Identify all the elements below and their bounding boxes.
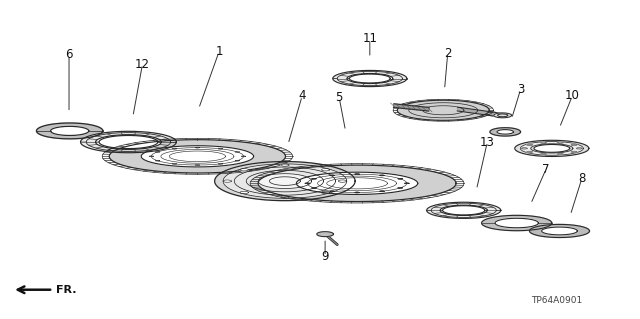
Polygon shape: [141, 146, 253, 167]
Polygon shape: [109, 140, 285, 173]
Polygon shape: [527, 144, 532, 145]
Polygon shape: [339, 180, 347, 182]
Text: 4: 4: [298, 89, 306, 102]
Polygon shape: [240, 191, 248, 194]
Polygon shape: [497, 114, 508, 117]
Polygon shape: [234, 167, 335, 195]
Text: 9: 9: [321, 250, 329, 263]
Polygon shape: [223, 164, 347, 198]
Polygon shape: [258, 174, 312, 189]
Text: 6: 6: [65, 48, 73, 61]
Polygon shape: [541, 227, 577, 235]
Polygon shape: [81, 131, 176, 153]
Polygon shape: [36, 123, 103, 139]
Text: 11: 11: [362, 32, 378, 45]
Polygon shape: [397, 100, 489, 120]
Polygon shape: [497, 130, 513, 134]
Polygon shape: [540, 142, 546, 143]
Polygon shape: [571, 151, 577, 152]
Text: 10: 10: [565, 89, 580, 102]
Polygon shape: [333, 70, 407, 87]
Polygon shape: [281, 164, 289, 166]
Text: FR.: FR.: [56, 285, 77, 295]
Polygon shape: [557, 142, 563, 143]
Polygon shape: [246, 170, 323, 192]
Polygon shape: [527, 151, 532, 152]
Polygon shape: [493, 113, 511, 118]
Polygon shape: [481, 215, 552, 231]
Text: 2: 2: [444, 47, 451, 60]
Polygon shape: [321, 191, 330, 194]
Polygon shape: [240, 168, 248, 171]
Polygon shape: [347, 73, 393, 84]
Polygon shape: [534, 145, 570, 152]
Polygon shape: [281, 196, 289, 198]
Polygon shape: [540, 153, 546, 155]
Text: 3: 3: [517, 83, 524, 96]
Polygon shape: [440, 205, 487, 215]
Polygon shape: [321, 168, 330, 171]
Text: 13: 13: [480, 136, 495, 149]
Polygon shape: [490, 128, 520, 136]
Polygon shape: [223, 180, 232, 182]
Text: 5: 5: [335, 91, 343, 104]
Polygon shape: [515, 140, 589, 157]
Text: 7: 7: [542, 162, 550, 175]
Text: 12: 12: [135, 58, 150, 71]
Polygon shape: [296, 172, 418, 195]
Polygon shape: [95, 135, 161, 149]
Polygon shape: [531, 144, 573, 153]
Polygon shape: [577, 148, 582, 149]
Polygon shape: [317, 232, 333, 237]
Text: 8: 8: [578, 172, 586, 185]
Polygon shape: [269, 177, 300, 185]
Polygon shape: [571, 144, 577, 145]
Polygon shape: [522, 148, 527, 149]
Text: TP64A0901: TP64A0901: [531, 296, 582, 305]
Polygon shape: [214, 161, 355, 201]
Polygon shape: [529, 224, 589, 238]
Text: 1: 1: [215, 45, 223, 58]
Polygon shape: [51, 126, 89, 136]
Polygon shape: [495, 218, 538, 228]
Polygon shape: [557, 153, 563, 155]
Polygon shape: [258, 165, 456, 202]
Polygon shape: [427, 202, 500, 219]
Polygon shape: [520, 142, 583, 155]
